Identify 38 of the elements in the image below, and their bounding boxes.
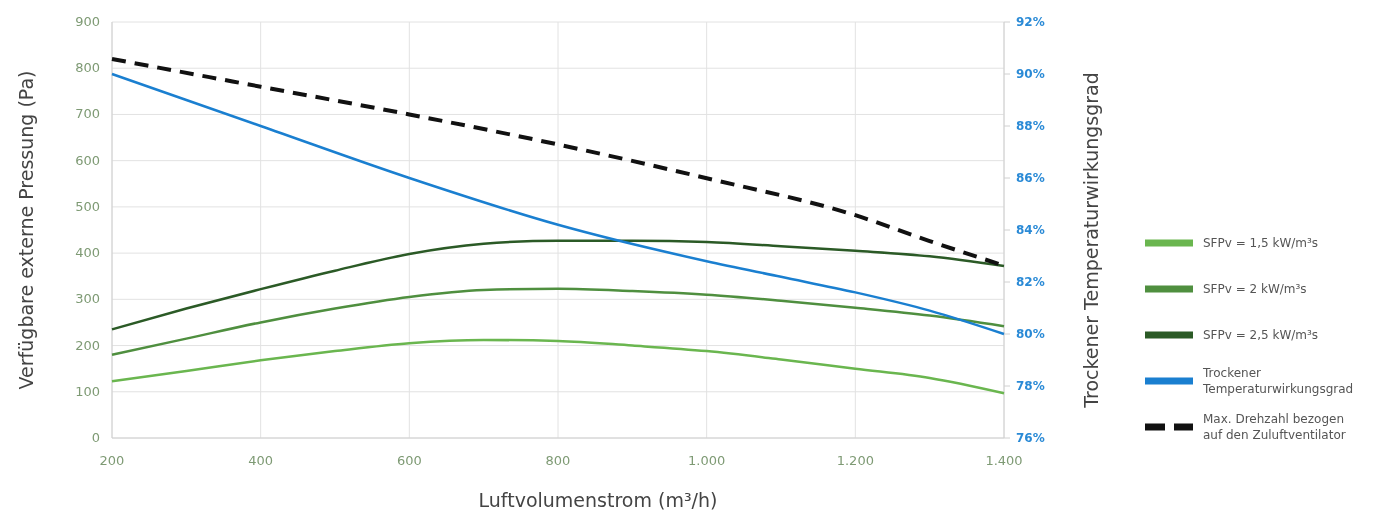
line-series (110, 338, 1006, 395)
y-tick-label: 700 (75, 106, 100, 122)
line-series (110, 72, 1006, 336)
x-axis-title: Luftvolumenstrom (m³/h) (478, 489, 718, 511)
y-tick-label: 200 (75, 337, 100, 353)
y2-tick-label: 80% (1016, 327, 1045, 341)
line-series (110, 287, 1006, 357)
y2-tick-label: 92% (1016, 15, 1045, 29)
y-tick-label: 600 (75, 152, 100, 168)
legend-label: SFPv = 1,5 kW/m³s (1203, 236, 1319, 250)
y2-tick-label: 78% (1016, 379, 1045, 393)
y2-tick-label: 76% (1016, 431, 1045, 445)
line-series (110, 239, 1006, 331)
x-tick-label: 800 (545, 453, 571, 468)
legend-label: SFPv = 2 kW/m³s (1203, 282, 1307, 296)
x-tick-label: 600 (396, 453, 422, 468)
x-tick-label: 400 (248, 453, 274, 468)
y-tick-label: 100 (75, 383, 100, 399)
y-tick-label: 400 (75, 245, 100, 261)
y2-tick-label: 88% (1016, 119, 1045, 133)
y-axis-title: Verfügbare externe Pressung (Pa) (15, 70, 37, 390)
x-tick-label: 1.000 (688, 453, 726, 468)
y2-tick-label: 84% (1016, 223, 1045, 237)
y2-tick-label: 82% (1016, 275, 1045, 289)
x-tick-label: 1.200 (836, 453, 874, 468)
legend-label: Trockener Temperaturwirkungsgrad (1202, 366, 1354, 396)
x-tick-label: 200 (99, 453, 125, 468)
y2-tick-label: 90% (1016, 67, 1045, 81)
y-tick-label: 900 (75, 14, 100, 29)
y-tick-label: 0 (91, 430, 100, 445)
y-tick-label: 800 (75, 60, 100, 76)
legend-label: Max. Drehzahl bezogen auf den Zuluftventilator (1203, 412, 1346, 442)
legend-label: SFPv = 2,5 kW/m³s (1203, 328, 1319, 342)
y-tick-label: 500 (75, 198, 100, 214)
y-tick-label: 300 (75, 291, 100, 307)
y2-tick-label: 86% (1016, 171, 1045, 185)
y2-axis-title: Trockener Temperaturwirkungsgrad (1080, 72, 1102, 409)
x-tick-label: 1.400 (985, 453, 1023, 468)
